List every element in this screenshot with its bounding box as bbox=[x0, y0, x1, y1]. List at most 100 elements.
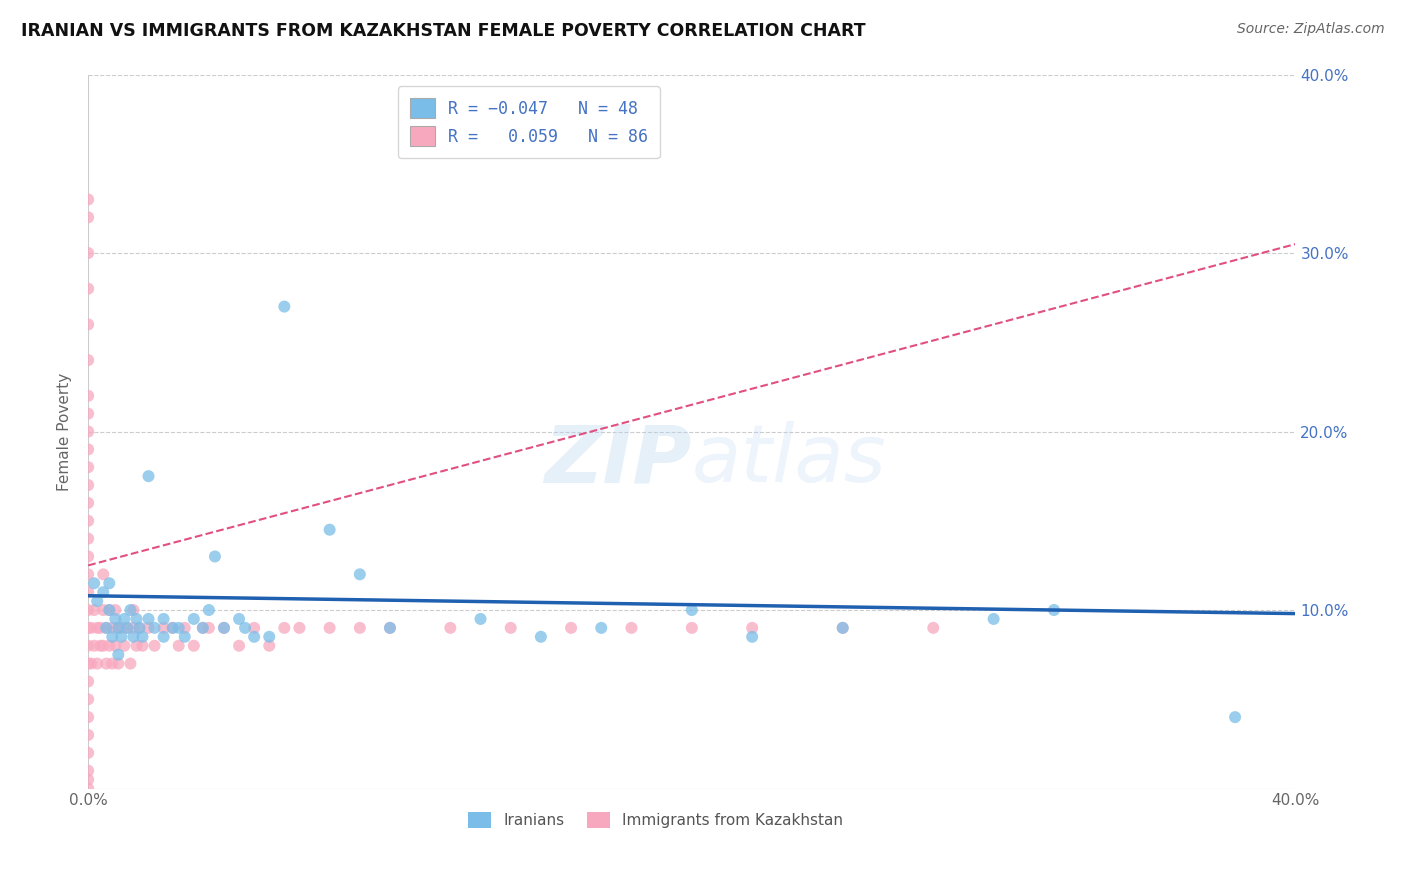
Point bbox=[138, 469, 160, 483]
Point bbox=[107, 648, 129, 662]
Point bbox=[107, 621, 129, 635]
Point bbox=[288, 621, 311, 635]
Point bbox=[77, 772, 100, 787]
Point bbox=[152, 630, 174, 644]
Point bbox=[162, 621, 184, 635]
Point bbox=[89, 621, 111, 635]
Point bbox=[681, 621, 703, 635]
Point bbox=[107, 621, 129, 635]
Point bbox=[1043, 603, 1066, 617]
Point bbox=[98, 603, 121, 617]
Point bbox=[152, 621, 174, 635]
Point bbox=[83, 603, 105, 617]
Point bbox=[110, 621, 132, 635]
Point bbox=[143, 621, 166, 635]
Point bbox=[77, 407, 100, 421]
Point bbox=[499, 621, 522, 635]
Point bbox=[77, 549, 100, 564]
Point bbox=[273, 621, 295, 635]
Point bbox=[741, 621, 763, 635]
Point bbox=[318, 621, 340, 635]
Point bbox=[212, 621, 235, 635]
Point bbox=[318, 523, 340, 537]
Point bbox=[77, 621, 100, 635]
Point bbox=[922, 621, 945, 635]
Point bbox=[77, 585, 100, 599]
Point bbox=[349, 567, 371, 582]
Point bbox=[138, 612, 160, 626]
Point bbox=[378, 621, 401, 635]
Point bbox=[98, 576, 121, 591]
Point bbox=[122, 630, 145, 644]
Point bbox=[439, 621, 461, 635]
Point bbox=[128, 621, 150, 635]
Point bbox=[128, 621, 150, 635]
Point bbox=[110, 630, 132, 644]
Point bbox=[273, 300, 295, 314]
Point bbox=[173, 621, 195, 635]
Point bbox=[104, 603, 127, 617]
Text: atlas: atlas bbox=[692, 421, 887, 500]
Point bbox=[77, 353, 100, 368]
Point bbox=[349, 621, 371, 635]
Point bbox=[104, 639, 127, 653]
Point bbox=[1223, 710, 1246, 724]
Point bbox=[117, 621, 139, 635]
Point bbox=[120, 603, 142, 617]
Point bbox=[91, 603, 114, 617]
Point bbox=[470, 612, 492, 626]
Point bbox=[120, 657, 142, 671]
Point bbox=[96, 621, 118, 635]
Point bbox=[117, 621, 139, 635]
Point bbox=[77, 567, 100, 582]
Point bbox=[212, 621, 235, 635]
Point bbox=[77, 639, 100, 653]
Point bbox=[77, 657, 100, 671]
Point bbox=[91, 585, 114, 599]
Point bbox=[80, 657, 103, 671]
Point bbox=[143, 639, 166, 653]
Point bbox=[122, 603, 145, 617]
Point bbox=[173, 630, 195, 644]
Point bbox=[98, 603, 121, 617]
Point bbox=[591, 621, 613, 635]
Point bbox=[243, 630, 266, 644]
Point bbox=[77, 746, 100, 760]
Point bbox=[228, 612, 250, 626]
Point bbox=[228, 639, 250, 653]
Point bbox=[112, 639, 135, 653]
Point bbox=[77, 460, 100, 475]
Point bbox=[77, 781, 100, 796]
Point bbox=[101, 630, 124, 644]
Point bbox=[77, 425, 100, 439]
Point bbox=[162, 621, 184, 635]
Point bbox=[131, 639, 153, 653]
Point bbox=[831, 621, 853, 635]
Point bbox=[77, 193, 100, 207]
Point bbox=[257, 639, 280, 653]
Point bbox=[77, 496, 100, 510]
Point bbox=[191, 621, 214, 635]
Point bbox=[243, 621, 266, 635]
Point bbox=[77, 318, 100, 332]
Point bbox=[167, 639, 190, 653]
Point bbox=[681, 603, 703, 617]
Legend: Iranians, Immigrants from Kazakhstan: Iranians, Immigrants from Kazakhstan bbox=[461, 806, 849, 834]
Text: Source: ZipAtlas.com: Source: ZipAtlas.com bbox=[1237, 22, 1385, 37]
Point bbox=[96, 657, 118, 671]
Point bbox=[204, 549, 226, 564]
Text: ZIP: ZIP bbox=[544, 421, 692, 500]
Point bbox=[560, 621, 582, 635]
Point bbox=[112, 612, 135, 626]
Point bbox=[125, 639, 148, 653]
Point bbox=[122, 621, 145, 635]
Point bbox=[77, 282, 100, 296]
Point bbox=[77, 674, 100, 689]
Point bbox=[77, 211, 100, 225]
Point bbox=[98, 639, 121, 653]
Point bbox=[125, 612, 148, 626]
Text: IRANIAN VS IMMIGRANTS FROM KAZAKHSTAN FEMALE POVERTY CORRELATION CHART: IRANIAN VS IMMIGRANTS FROM KAZAKHSTAN FE… bbox=[21, 22, 866, 40]
Point bbox=[77, 246, 100, 260]
Point bbox=[620, 621, 643, 635]
Point bbox=[983, 612, 1005, 626]
